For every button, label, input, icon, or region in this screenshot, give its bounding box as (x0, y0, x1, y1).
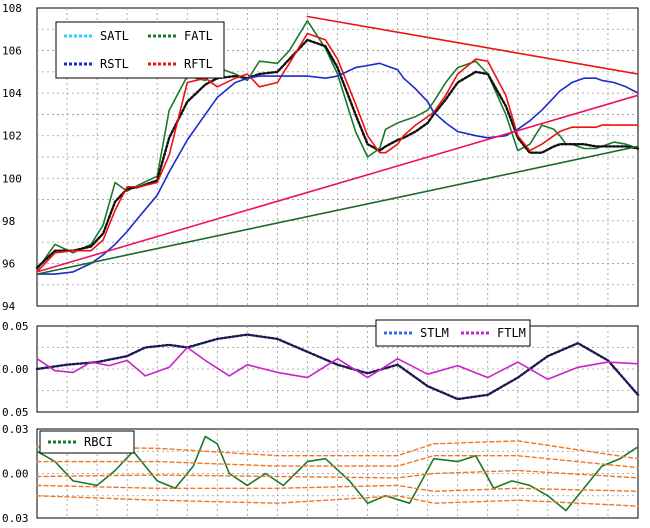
band-line (36, 440, 639, 460)
y-tick-label: 100 (2, 172, 22, 185)
legend-label-rftl: RFTL (184, 57, 213, 71)
panel-stlm_ftlm: 0.05 0.00 0.05 STLM FTLM (2, 319, 640, 419)
y-tick-label: 0.00 (2, 363, 29, 376)
legend: STLM FTLM (375, 319, 531, 347)
band-line (36, 455, 639, 469)
y-tick-labels: 94 96 98 100 102 104 106 108 (2, 2, 22, 313)
y-tick-labels: 0.03 0.00 0.03 (2, 423, 29, 525)
band-line (36, 484, 639, 492)
y-tick-label: 104 (2, 87, 22, 100)
panel-rbci: 0.03 0.00 0.03 RBCI (2, 423, 639, 525)
y-tick-label: 0.05 (2, 320, 29, 333)
legend-label-stlm: STLM (420, 326, 449, 340)
legend: SATL FATL RSTL RFTL (55, 21, 225, 79)
y-tick-label: 0.00 (2, 468, 29, 481)
legend-box (39, 430, 135, 454)
gridlines (37, 429, 638, 518)
series-ftlm (36, 346, 639, 381)
y-tick-labels: 0.05 0.00 0.05 (2, 320, 29, 419)
series-satl (35, 38, 640, 269)
legend-label-ftlm: FTLM (497, 326, 526, 340)
legend-box (375, 319, 531, 347)
trend-line (36, 145, 639, 275)
trend-line (306, 15, 639, 75)
y-tick-label: 108 (2, 2, 22, 15)
y-tick-label: 106 (2, 45, 22, 58)
y-tick-label: 94 (2, 300, 16, 313)
legend-label-rstl: RSTL (100, 57, 129, 71)
panel-price: 94 96 98 100 102 104 106 108 SATL FATL RSTL RFTL (2, 2, 640, 313)
legend-label-fatl: FATL (184, 29, 213, 43)
y-tick-label: 0.03 (2, 512, 29, 525)
series-rbci (36, 435, 639, 512)
y-tick-label: 96 (2, 257, 15, 270)
series-rftl (36, 32, 639, 273)
legend-label-rbci: RBCI (84, 435, 113, 449)
legend: RBCI (39, 430, 135, 454)
band-line (36, 469, 639, 479)
legend-label-satl: SATL (100, 29, 129, 43)
series-rstl (36, 62, 639, 275)
y-tick-label: 98 (2, 215, 15, 228)
trend-line (36, 94, 639, 273)
band-line (36, 495, 639, 507)
y-tick-label: 0.03 (2, 423, 29, 436)
legend-box (55, 21, 225, 79)
series-stlm (35, 333, 640, 401)
y-tick-label: 102 (2, 130, 22, 143)
y-tick-label: 0.05 (2, 406, 29, 419)
